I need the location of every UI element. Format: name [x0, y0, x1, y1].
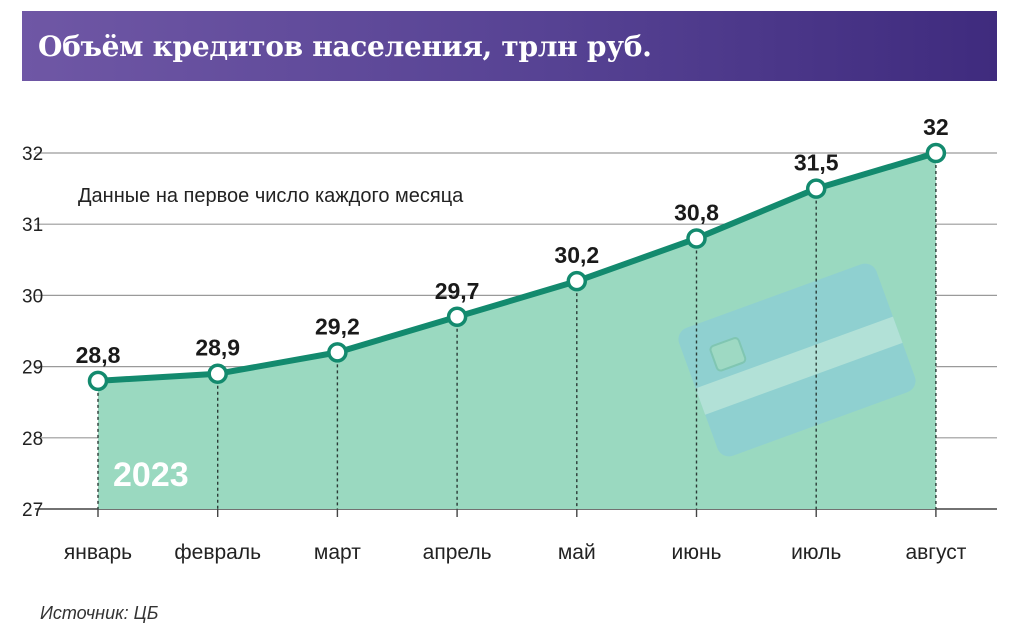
x-tick-label: апрель [423, 541, 492, 564]
x-axis-labels: январь февраль март апрель май июнь июль август [64, 541, 967, 564]
x-tick-label: май [558, 541, 596, 564]
x-tick-label: январь [64, 541, 132, 564]
credit-card-icon [678, 263, 916, 457]
chart-title: Объём кредитов населения, трлн руб. [38, 29, 652, 63]
source-note: Источник: ЦБ [40, 603, 159, 623]
data-point [87, 370, 109, 392]
card-chip [709, 337, 747, 372]
data-label: 29,2 [315, 313, 360, 339]
data-labels: 28,8 28,9 29,2 29,7 30,2 30,8 31,5 32 [76, 114, 949, 368]
data-label: 29,7 [435, 278, 480, 304]
chart-note: Данные на первое число каждого месяца [78, 185, 464, 207]
year-label: 2023 [113, 456, 189, 494]
y-axis-labels: 27 28 29 30 31 32 [22, 144, 43, 521]
y-tick-label: 29 [22, 358, 43, 379]
card-stripe [695, 316, 903, 415]
data-point [686, 228, 707, 249]
data-point [805, 178, 827, 199]
data-label: 30,8 [674, 199, 719, 225]
chart-area: 28,8 28,9 29,2 29,7 30,2 30,8 31,5 32 27 28 29 30 3… [22, 114, 997, 564]
data-points [87, 142, 947, 392]
data-label: 31,5 [794, 150, 839, 176]
y-tick-label: 32 [22, 144, 43, 165]
x-tick-label: август [905, 541, 966, 564]
data-point [566, 270, 588, 292]
data-label: 28,8 [76, 342, 121, 368]
x-tick-label: март [314, 541, 361, 564]
drop-lines [97, 153, 937, 509]
x-tick-label: февраль [174, 541, 261, 564]
x-tick-label: июль [791, 541, 841, 564]
series-line [97, 150, 937, 384]
x-tick-label: июнь [671, 541, 721, 564]
y-tick-label: 31 [22, 215, 43, 236]
data-label: 28,9 [195, 335, 240, 361]
x-axis-ticks [97, 509, 937, 517]
y-tick-label: 28 [22, 429, 43, 450]
y-tick-label: 27 [22, 500, 43, 521]
chart-header: Объём кредитов населения, трлн руб. [22, 11, 997, 81]
data-point [925, 142, 947, 164]
data-point [207, 363, 228, 384]
data-point [446, 306, 468, 328]
y-tick-label: 30 [22, 286, 43, 307]
data-point [327, 342, 348, 363]
data-label: 30,2 [554, 242, 599, 268]
data-label: 32 [923, 114, 949, 140]
